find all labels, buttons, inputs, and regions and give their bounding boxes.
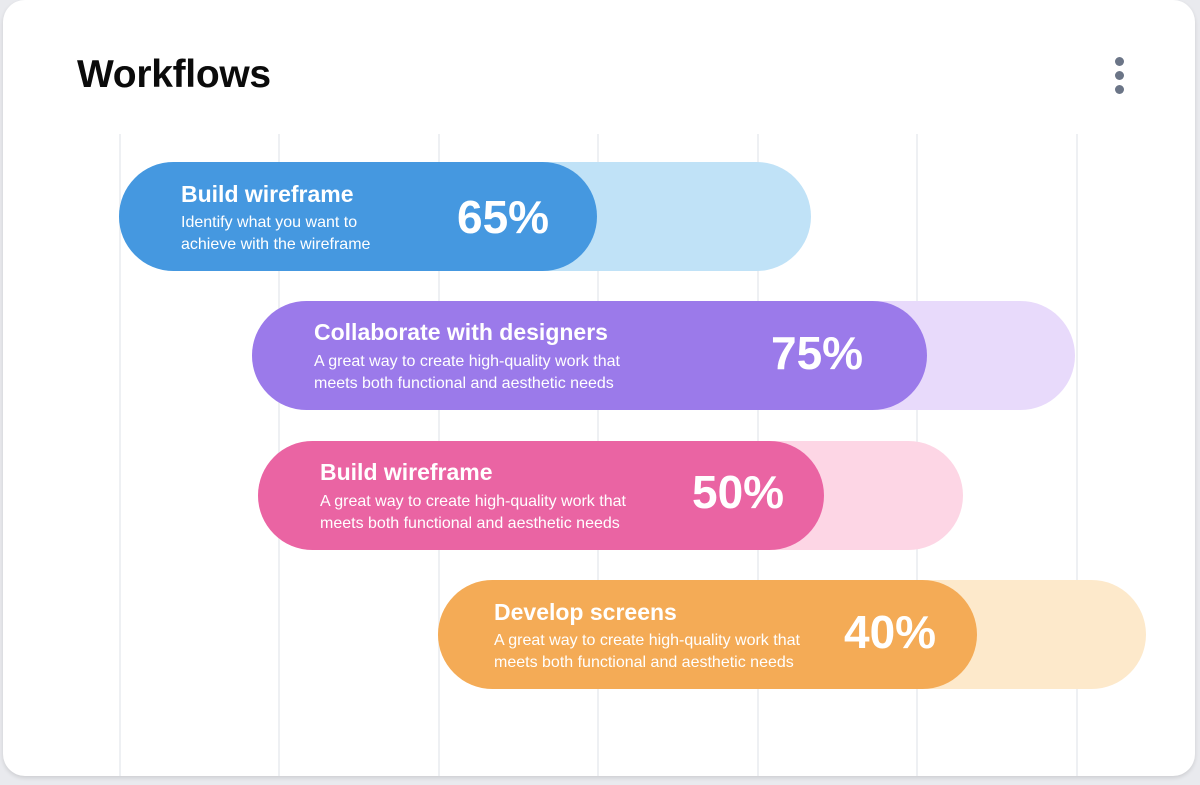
workflow-description: A great way to create high-quality work … (314, 353, 620, 392)
workflow-description: Identify what you want to achieve with t… (181, 214, 371, 253)
workflow-title: Build wireframe (320, 459, 493, 485)
workflow-title: Build wireframe (181, 181, 354, 207)
workflow-title: Collaborate with designers (314, 319, 608, 345)
grid-line (1076, 134, 1078, 776)
workflow-title: Develop screens (494, 599, 677, 625)
menu-dot (1115, 57, 1124, 66)
progress-fill[interactable] (252, 301, 927, 410)
workflow-percent: 65% (457, 191, 550, 243)
more-vertical-icon[interactable] (1104, 54, 1134, 98)
workflow-percent: 40% (844, 606, 937, 658)
menu-dot (1115, 71, 1124, 80)
workflow-percent: 75% (771, 327, 864, 379)
card-title: Workflows (77, 53, 271, 96)
progress-fill[interactable] (438, 580, 977, 689)
progress-fill[interactable] (119, 162, 597, 271)
grid-line (119, 134, 121, 776)
workflows-card: Workflows Build wireframe Identify what … (3, 0, 1195, 776)
progress-fill[interactable] (258, 441, 824, 550)
workflow-description: A great way to create high-quality work … (320, 493, 626, 532)
menu-dot (1115, 85, 1124, 94)
workflow-description: A great way to create high-quality work … (494, 632, 800, 671)
workflow-percent: 50% (692, 466, 785, 518)
